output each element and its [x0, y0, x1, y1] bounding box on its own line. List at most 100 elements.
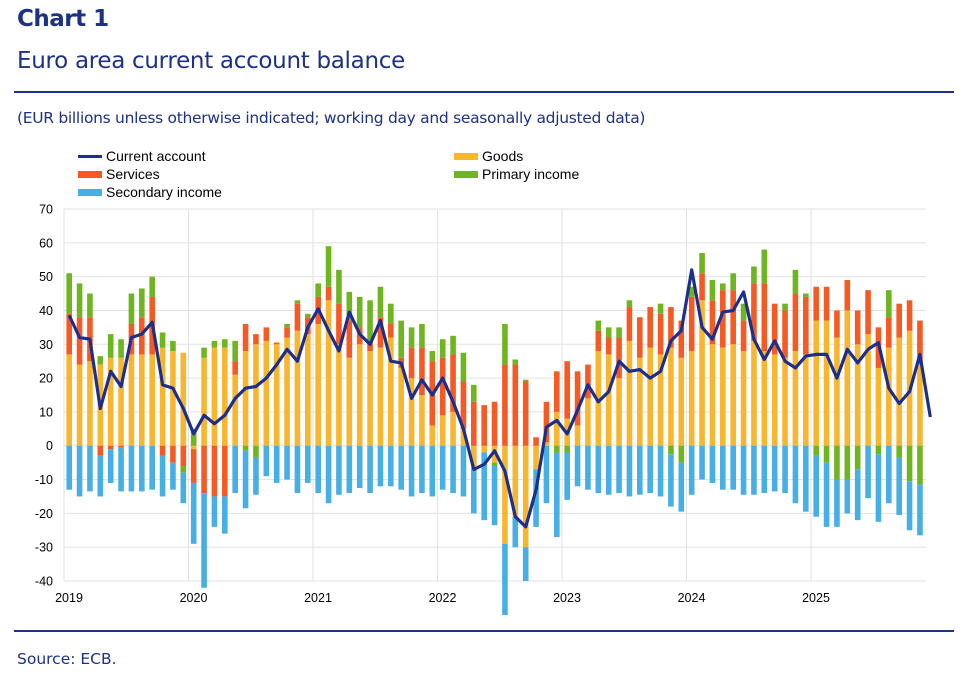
y-tick-label: -20 — [35, 507, 53, 521]
legend-swatch-goods — [454, 152, 478, 160]
bar-services — [325, 286, 332, 301]
bar-primary-income — [709, 280, 716, 301]
bar-secondary-income — [76, 445, 83, 497]
bar-services — [533, 437, 539, 446]
bar-primary-income — [471, 384, 477, 402]
bar-secondary-income — [761, 445, 768, 494]
bar-secondary-income — [637, 445, 643, 495]
bar-services — [865, 290, 871, 335]
bar-services — [377, 317, 384, 348]
bar-primary-income — [616, 327, 622, 338]
bar-services — [751, 283, 757, 341]
x-tick-label: 2024 — [678, 591, 706, 605]
bar-services — [201, 445, 207, 494]
bar-goods — [253, 344, 259, 446]
bar-services — [771, 303, 778, 355]
bar-services — [823, 286, 830, 321]
legend-label: Current account — [106, 148, 206, 164]
legend-item-services: Services — [78, 165, 160, 183]
y-tick-label: -10 — [35, 473, 53, 487]
bar-services — [720, 290, 726, 348]
bar-primary-income — [367, 300, 373, 341]
bar-services — [66, 313, 72, 355]
legend-label: Goods — [482, 148, 524, 164]
bar-secondary-income — [336, 445, 342, 495]
bar-secondary-income — [543, 445, 550, 504]
bar-secondary-income — [616, 445, 622, 494]
bar-goods — [222, 347, 228, 446]
bar-services — [284, 327, 290, 338]
bar-primary-income — [149, 276, 155, 297]
bar-secondary-income — [720, 445, 726, 490]
bar-goods — [761, 351, 768, 446]
legend-label: Primary income — [482, 166, 580, 182]
bar-primary-income — [626, 300, 633, 308]
bar-primary-income — [917, 445, 923, 485]
bar-goods — [626, 340, 633, 446]
bar-goods — [284, 337, 290, 446]
bar-services — [564, 361, 570, 419]
bar-services — [118, 445, 124, 448]
bar-primary-income — [170, 340, 176, 352]
bar-goods — [190, 445, 197, 450]
bar-secondary-income — [533, 469, 539, 527]
bar-services — [834, 310, 840, 338]
header-divider — [14, 91, 954, 93]
legend-item-primary-income: Primary income — [454, 165, 579, 183]
bar-secondary-income — [813, 455, 819, 517]
bar-services — [906, 300, 913, 331]
bar-goods — [377, 347, 384, 446]
bar-secondary-income — [906, 481, 913, 531]
bar-secondary-income — [792, 445, 799, 504]
bar-services — [782, 310, 788, 358]
bar-primary-income — [388, 303, 394, 324]
bar-secondary-income — [522, 547, 529, 581]
bar-services — [554, 371, 560, 412]
bar-secondary-income — [782, 445, 788, 494]
bar-secondary-income — [502, 543, 508, 615]
bar-secondary-income — [66, 445, 72, 490]
bar-secondary-income — [751, 445, 757, 495]
bar-secondary-income — [668, 454, 674, 507]
bar-secondary-income — [367, 445, 373, 494]
bars — [66, 246, 923, 615]
bar-services — [647, 307, 653, 348]
bar-services — [180, 445, 187, 467]
bar-secondary-income — [491, 466, 498, 526]
bar-goods — [917, 364, 923, 446]
bar-secondary-income — [875, 454, 882, 522]
bar-goods — [273, 344, 280, 446]
bar-secondary-income — [886, 445, 892, 504]
legend-swatch-services — [78, 170, 102, 178]
bar-goods — [315, 323, 321, 446]
bar-services — [637, 317, 643, 358]
bar-primary-income — [211, 340, 218, 348]
footer-divider — [14, 630, 954, 632]
bar-secondary-income — [87, 445, 93, 492]
bar-secondary-income — [242, 450, 249, 509]
legend-item-goods: Goods — [454, 147, 523, 165]
current-account-line — [67, 268, 932, 529]
bar-services — [844, 280, 851, 311]
bar-services — [543, 401, 550, 443]
bar-secondary-income — [450, 445, 456, 494]
bar-goods — [595, 351, 602, 446]
y-tick-label: 30 — [39, 338, 53, 352]
bar-goods — [585, 398, 591, 446]
bar-secondary-income — [273, 445, 280, 483]
bar-goods — [896, 337, 902, 446]
bar-primary-income — [522, 379, 529, 382]
bar-primary-income — [875, 445, 882, 455]
bar-goods — [637, 357, 643, 446]
bar-services — [792, 293, 799, 352]
bar-primary-income — [595, 320, 602, 331]
bar-services — [419, 347, 425, 395]
bar-primary-income — [180, 466, 187, 473]
bar-primary-income — [408, 327, 415, 348]
bar-primary-income — [460, 352, 467, 382]
bar-secondary-income — [149, 445, 155, 490]
bar-goods — [751, 340, 757, 446]
bar-goods — [865, 334, 871, 446]
legend-item-secondary-income: Secondary income — [78, 183, 222, 201]
bar-goods — [471, 445, 477, 470]
